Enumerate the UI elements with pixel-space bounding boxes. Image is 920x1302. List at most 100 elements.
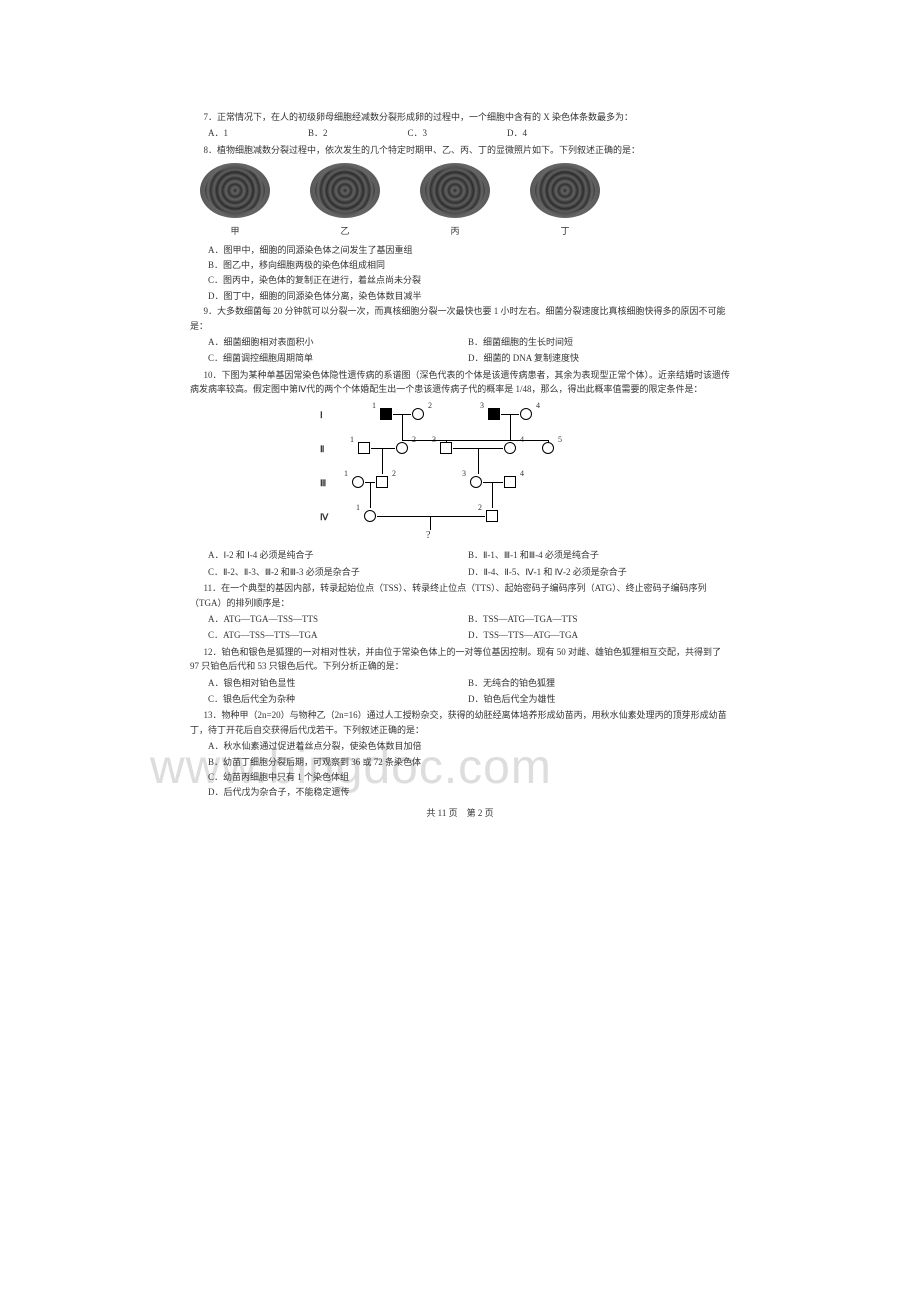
ped-II-3 xyxy=(440,442,452,454)
q7-options: A．1 B．2 C．3 D．4 xyxy=(190,126,730,140)
q12-optA: A．银色相对铂色显性 xyxy=(208,676,468,690)
ped-IV-1 xyxy=(364,510,376,522)
gen-IV: Ⅳ xyxy=(320,510,328,524)
q10-optB: B．Ⅱ-1、Ⅲ-1 和Ⅲ-4 必须是纯合子 xyxy=(468,548,599,562)
num-III3: 3 xyxy=(462,468,466,481)
num-II1: 1 xyxy=(350,434,354,447)
q9-row1: A．细菌细胞相对表面积小 B．细菌细胞的生长时间短 xyxy=(190,335,730,349)
gen-I: Ⅰ xyxy=(320,408,323,422)
ped-II-2 xyxy=(396,442,408,454)
num-I1: 1 xyxy=(372,400,376,413)
num-I2: 2 xyxy=(428,400,432,413)
num-IV2: 2 xyxy=(478,502,482,515)
q11-row2: C．ATG—TSS—TTS—TGA D．TSS—TTS—ATG—TGA xyxy=(190,628,730,642)
ped-line xyxy=(478,448,479,474)
q7-optB: B．2 xyxy=(308,126,328,140)
ped-line xyxy=(402,440,548,441)
ped-III-4 xyxy=(504,476,516,488)
q8-optD: D．图丁中，细胞的同源染色体分离，染色体数目减半 xyxy=(190,289,730,303)
num-III4: 4 xyxy=(520,468,524,481)
ped-line xyxy=(371,448,395,449)
gen-III: Ⅲ xyxy=(320,476,326,490)
label-jia: 甲 xyxy=(200,224,270,238)
q12-optB: B．无纯合的铂色狐狸 xyxy=(468,676,555,690)
cell-image-4 xyxy=(530,163,600,218)
q12-text: 12．铂色和银色是狐狸的一对相对性状，并由位于常染色体上的一对等位基因控制。现有… xyxy=(190,645,730,674)
ped-III-2 xyxy=(376,476,388,488)
ped-I-3 xyxy=(488,408,500,420)
q12-row1: A．银色相对铂色显性 B．无纯合的铂色狐狸 xyxy=(190,676,730,690)
ped-line xyxy=(402,414,403,440)
q13-optA: A．秋水仙素通过促进着丝点分裂，使染色体数目加倍 xyxy=(190,739,730,753)
q9-optB: B．细菌细胞的生长时间短 xyxy=(468,335,573,349)
ped-line xyxy=(548,440,549,443)
q10-row2: C．Ⅱ-2、Ⅱ-3、Ⅲ-2 和Ⅲ-3 必须是杂合子 D．Ⅱ-4、Ⅱ-5、Ⅳ-1 … xyxy=(190,565,730,579)
ped-line xyxy=(510,414,511,440)
q11-optB: B．TSS—ATG—TGA—TTS xyxy=(468,612,578,626)
ped-II-5 xyxy=(542,442,554,454)
q8-text: 8．植物细胞减数分裂过程中，依次发生的几个特定时期甲、乙、丙、丁的显微照片如下。… xyxy=(190,143,730,157)
q8-optA: A．图甲中，细胞的同源染色体之间发生了基因重组 xyxy=(190,243,730,257)
num-I3: 3 xyxy=(480,400,484,413)
q12-row2: C．银色后代全为杂种 D．铂色后代全为雄性 xyxy=(190,692,730,706)
cell-image-1 xyxy=(200,163,270,218)
q8-labels: 甲 乙 丙 丁 xyxy=(200,224,730,238)
cell-image-2 xyxy=(310,163,380,218)
num-III1: 1 xyxy=(344,468,348,481)
q13-text: 13．物种甲（2n=20）与物种乙（2n=16）通过人工授粉杂交，获得的幼胚经离… xyxy=(190,708,730,737)
num-III2: 2 xyxy=(392,468,396,481)
q13-optB: B．幼苗丁细胞分裂后期，可观察到 36 或 72 条染色体 xyxy=(190,755,730,769)
ped-IV-2 xyxy=(486,510,498,522)
pedigree-diagram: Ⅰ 1 2 3 4 Ⅱ 1 2 3 4 5 Ⅲ xyxy=(320,402,600,542)
num-IV1: 1 xyxy=(356,502,360,515)
ped-line xyxy=(382,448,383,474)
q9-optD: D．细菌的 DNA 复制速度快 xyxy=(468,351,579,365)
q11-text: 11．在一个典型的基因内部，转录起始位点（TSS）、转录终止位点（TTS）、起始… xyxy=(190,581,730,610)
q9-optC: C．细菌调控细胞周期简单 xyxy=(208,351,468,365)
label-bing: 丙 xyxy=(420,224,490,238)
q9-optA: A．细菌细胞相对表面积小 xyxy=(208,335,468,349)
q8-images xyxy=(200,163,730,218)
label-yi: 乙 xyxy=(310,224,380,238)
q9-text: 9．大多数细菌每 20 分钟就可以分裂一次，而真核细胞分裂一次最快也要 1 小时… xyxy=(190,304,730,333)
q11-optD: D．TSS—TTS—ATG—TGA xyxy=(468,628,578,642)
page-footer: 共 11 页 第 2 页 xyxy=(190,806,730,820)
cell-image-3 xyxy=(420,163,490,218)
q11-optC: C．ATG—TSS—TTS—TGA xyxy=(208,628,468,642)
q13-optD: D．后代戊为杂合子，不能稳定遗传 xyxy=(190,785,730,799)
ped-II-4 xyxy=(504,442,516,454)
q11-optA: A．ATG—TGA—TSS—TTS xyxy=(208,612,468,626)
ped-line xyxy=(446,440,447,443)
ped-III-3 xyxy=(470,476,482,488)
q7-optA: A．1 xyxy=(208,126,228,140)
q10-optC: C．Ⅱ-2、Ⅱ-3、Ⅲ-2 和Ⅲ-3 必须是杂合子 xyxy=(208,565,468,579)
q10-optD: D．Ⅱ-4、Ⅱ-5、Ⅳ-1 和 Ⅳ-2 必须是杂合子 xyxy=(468,565,627,579)
gen-II: Ⅱ xyxy=(320,442,324,456)
q7-optD: D．4 xyxy=(507,126,527,140)
question-mark: ? xyxy=(426,528,430,544)
q11-row1: A．ATG—TGA—TSS—TTS B．TSS—ATG—TGA—TTS xyxy=(190,612,730,626)
num-I4: 4 xyxy=(536,400,540,413)
num-II5: 5 xyxy=(558,434,562,447)
ped-line xyxy=(370,482,371,508)
ped-line xyxy=(377,516,485,517)
q8-optB: B．图乙中，移向细胞两极的染色体组成相同 xyxy=(190,258,730,272)
ped-I-2 xyxy=(412,408,424,420)
exam-page: 7．正常情况下，在人的初级卵母细胞经减数分裂形成卵的过程中，一个细胞中含有的 X… xyxy=(190,110,730,820)
q9-row2: C．细菌调控细胞周期简单 D．细菌的 DNA 复制速度快 xyxy=(190,351,730,365)
ped-II-1 xyxy=(358,442,370,454)
q8-optC: C．图丙中，染色体的复制正在进行，着丝点尚未分裂 xyxy=(190,273,730,287)
q10-optA: A．Ⅰ-2 和 Ⅰ-4 必须是纯合子 xyxy=(208,548,468,562)
q10-text: 10．下图为某种单基因常染色体隐性遗传病的系谱图（深色代表的个体是该遗传病患者，… xyxy=(190,368,730,397)
ped-line xyxy=(483,482,503,483)
ped-III-1 xyxy=(352,476,364,488)
ped-line xyxy=(492,482,493,508)
q13-optC: C．幼苗丙细胞中只有 1 个染色体组 xyxy=(190,770,730,784)
q10-row1: A．Ⅰ-2 和 Ⅰ-4 必须是纯合子 B．Ⅱ-1、Ⅲ-1 和Ⅲ-4 必须是纯合子 xyxy=(190,548,730,562)
ped-I-1 xyxy=(380,408,392,420)
q12-optD: D．铂色后代全为雄性 xyxy=(468,692,556,706)
q7-optC: C．3 xyxy=(408,126,428,140)
ped-I-4 xyxy=(520,408,532,420)
q12-optC: C．银色后代全为杂种 xyxy=(208,692,468,706)
label-ding: 丁 xyxy=(530,224,600,238)
